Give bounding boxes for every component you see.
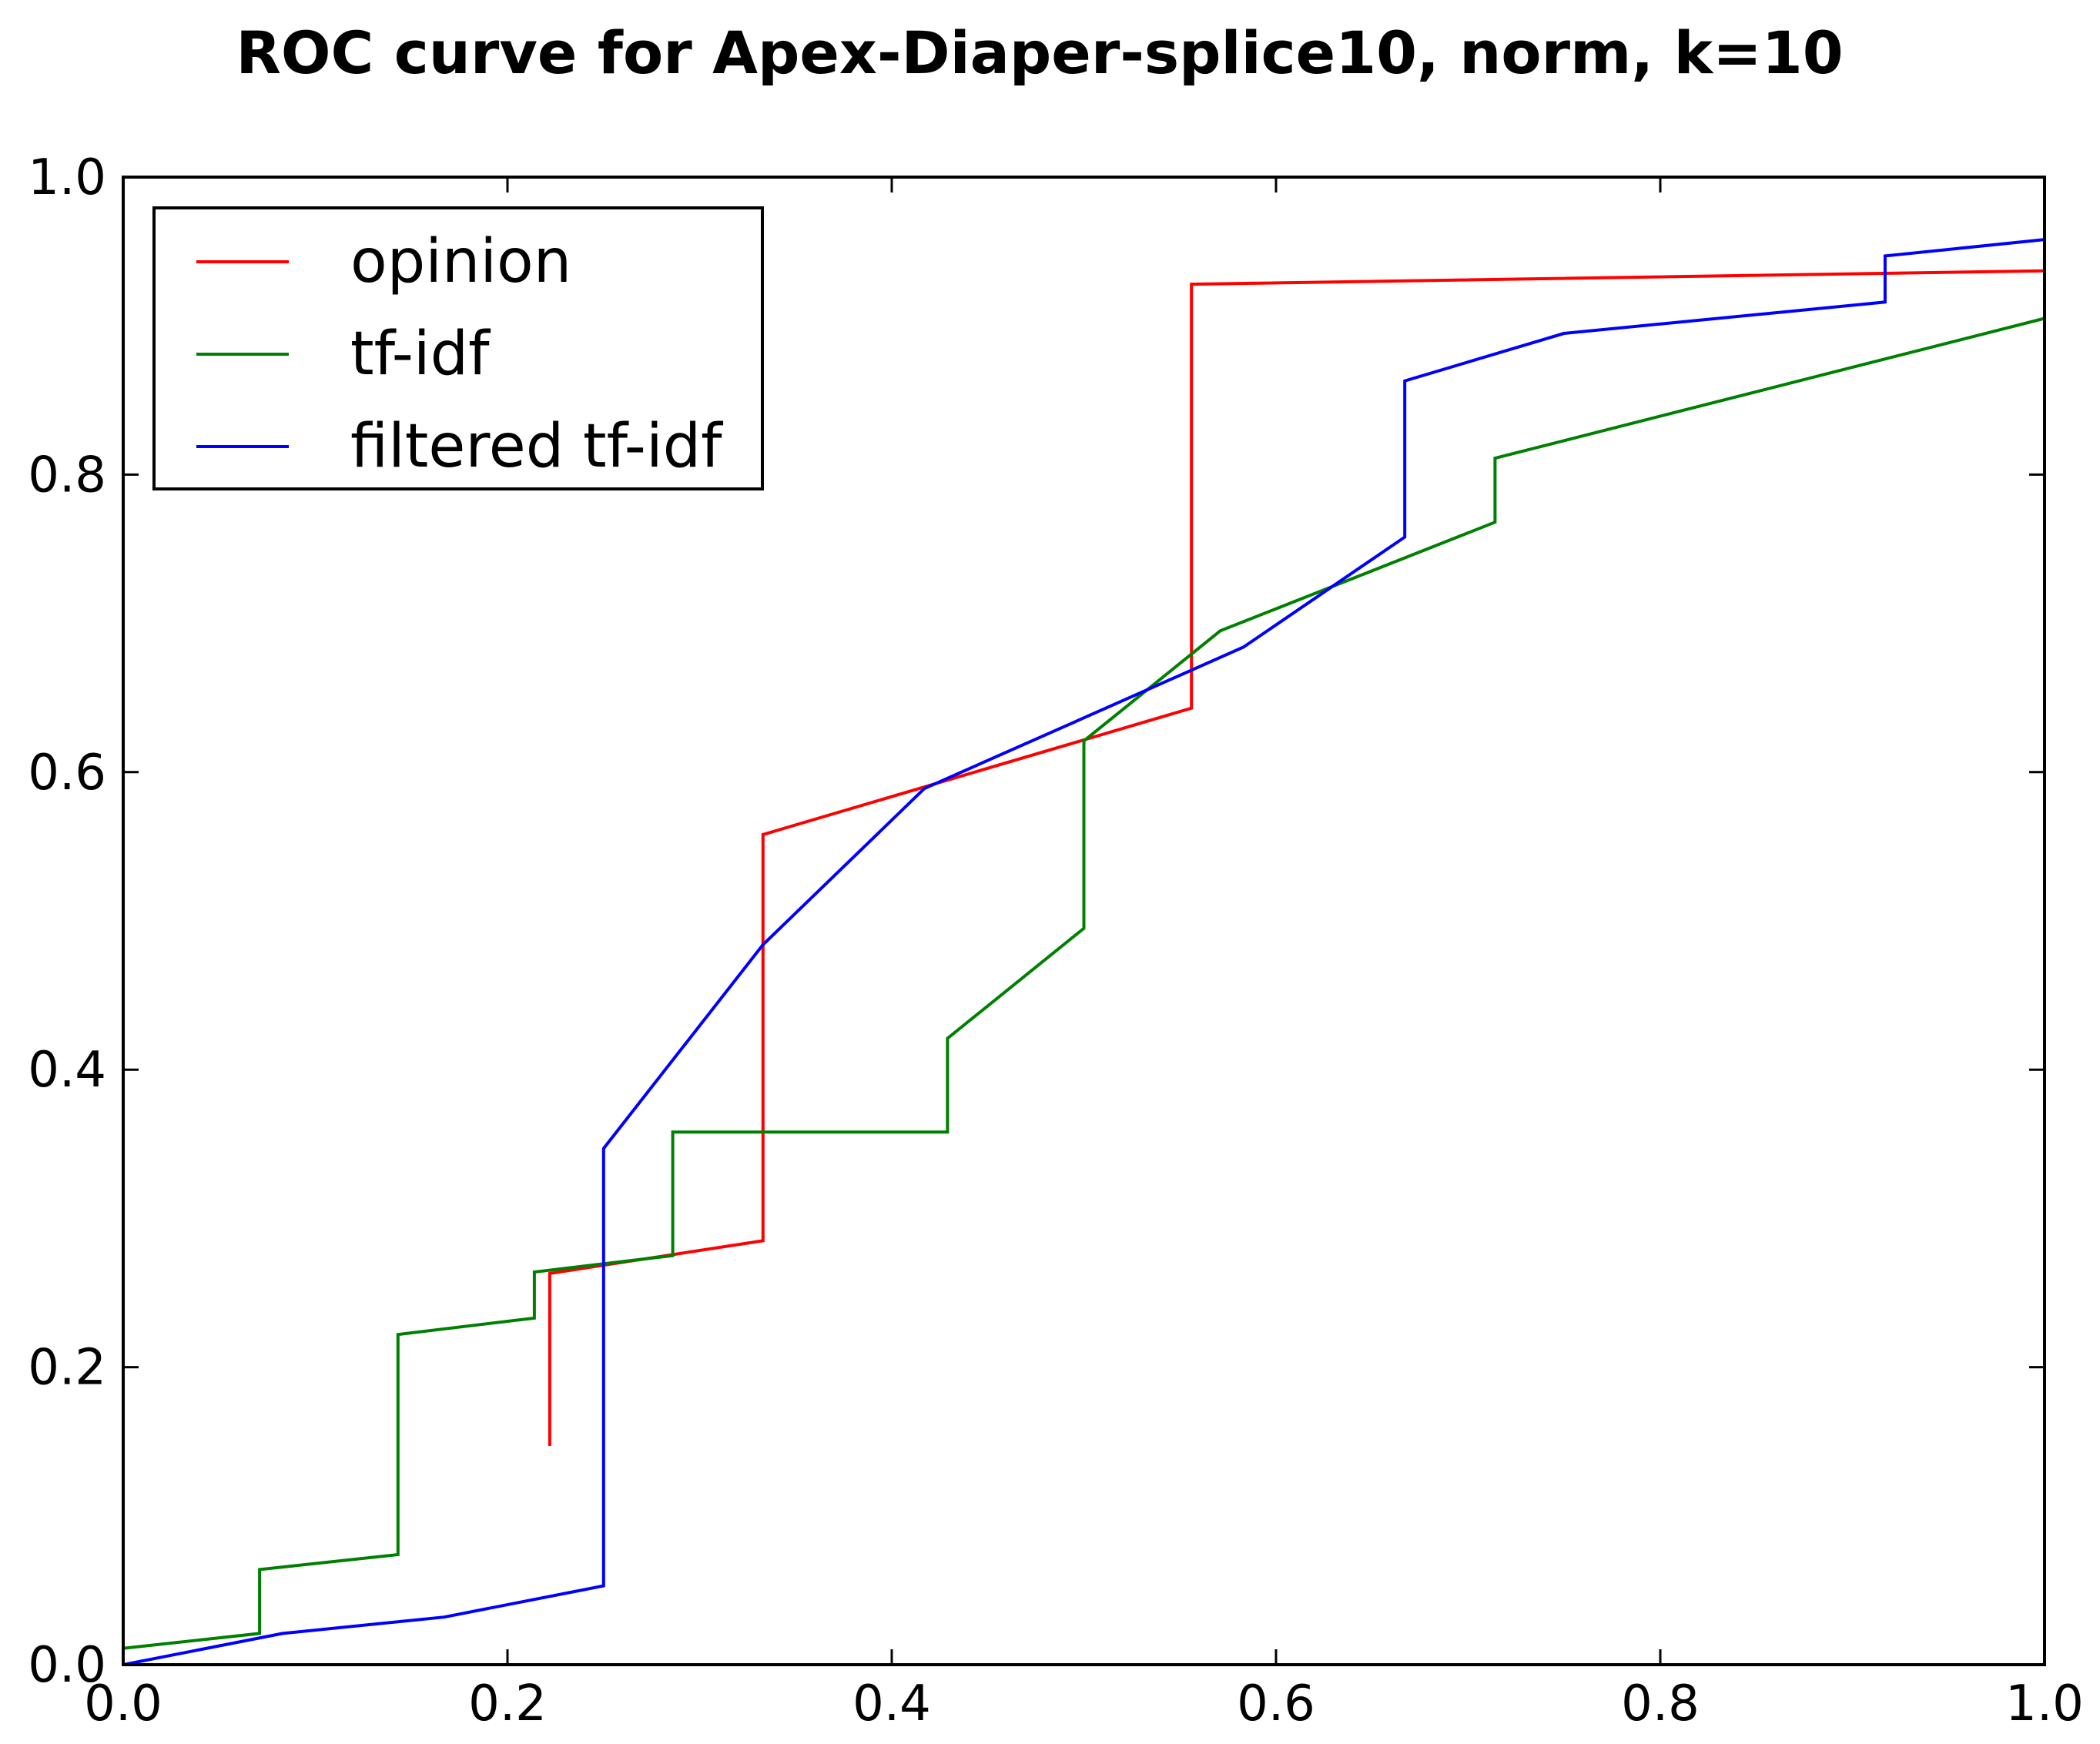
x-tick-label: 0.8 — [1621, 1675, 1700, 1732]
y-tick-label: 1.0 — [28, 149, 106, 206]
x-tick-label: 0.0 — [84, 1675, 162, 1732]
series-layer — [122, 238, 2045, 1666]
chart-title: ROC curve for Apex-Diaper-splice10, norm… — [236, 18, 1843, 87]
y-tick-label: 0.2 — [28, 1340, 106, 1397]
y-tick-label: 0.8 — [28, 447, 106, 504]
series-line-1 — [548, 269, 2045, 1446]
x-tick-label: 0.2 — [468, 1675, 547, 1732]
series-line-3 — [122, 238, 2045, 1666]
tick-layer: 0.0 0.2 0.4 0.6 0.8 1.0 0.0 0.2 0.4 0.6 0.8 1.0 — [28, 149, 2084, 1732]
y-tick-label: 0.4 — [28, 1042, 106, 1099]
legend-box — [152, 206, 764, 490]
x-tick-label: 0.4 — [852, 1675, 931, 1732]
x-tick-label: 1.0 — [2005, 1675, 2084, 1732]
y-tick-label: 0.6 — [28, 745, 106, 802]
plot-frame — [122, 176, 2046, 1666]
legend-label-3: filtered tf-idf — [350, 412, 723, 481]
series-line-2 — [122, 316, 2045, 1650]
legend: opinion tf-idf filtered tf-idf — [152, 206, 764, 490]
y-tick-label: 0.0 — [28, 1637, 106, 1694]
legend-label-1: opinion — [350, 227, 571, 296]
legend-label-2: tf-idf — [350, 320, 491, 389]
x-tick-label: 0.6 — [1237, 1675, 1315, 1732]
